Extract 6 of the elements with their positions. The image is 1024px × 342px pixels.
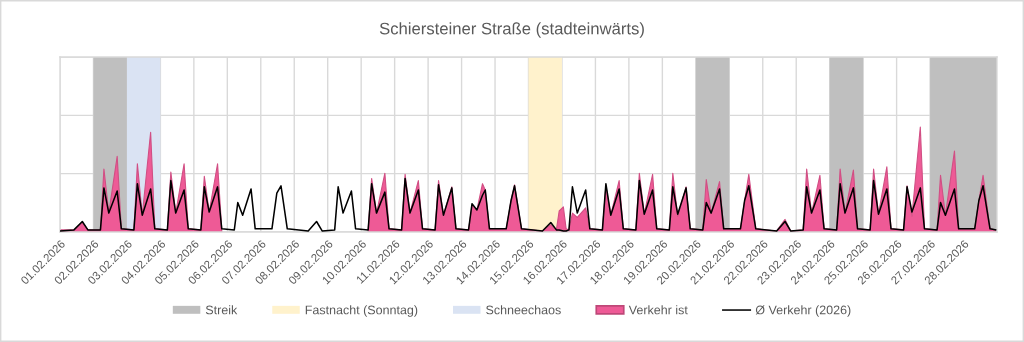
legend-label: Streik [205, 305, 238, 315]
chart-title: Schiersteiner Straße (stadteinwärts) [379, 22, 644, 38]
legend-label: Schneechaos [486, 305, 561, 315]
legend-label: Verkehr ist [628, 305, 688, 315]
legend-label: Ø Verkehr (2026) [755, 305, 851, 317]
legend-label: Fastnacht (Sonntag) [305, 305, 418, 317]
